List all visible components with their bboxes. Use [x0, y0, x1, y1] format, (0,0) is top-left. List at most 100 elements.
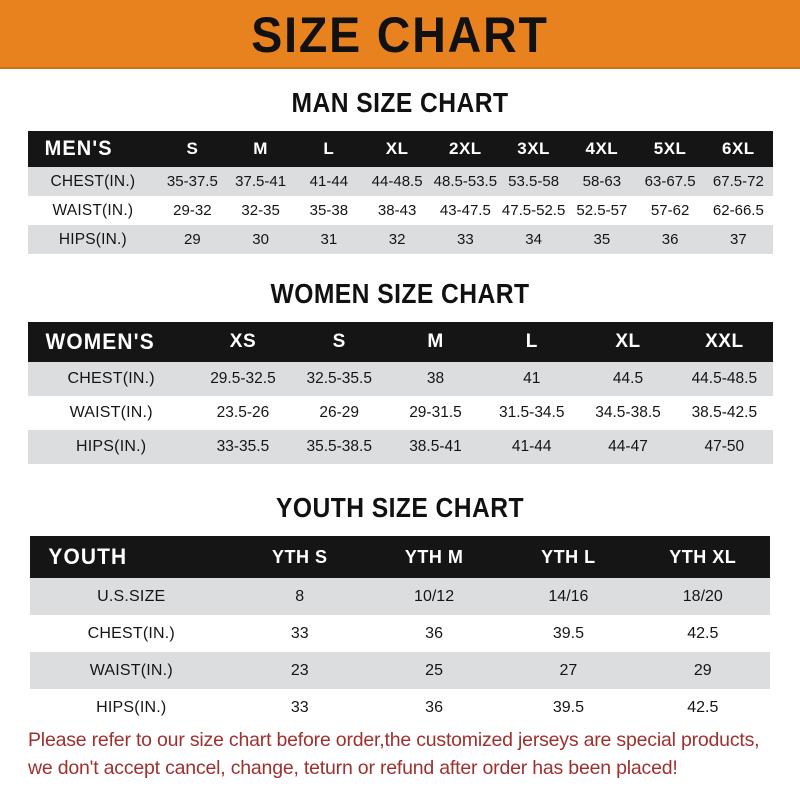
- women-cell: 44.5-48.5: [691, 370, 758, 387]
- man-cell: 35: [593, 231, 611, 248]
- man-cell: 32: [388, 231, 406, 248]
- women-cell: 47-50: [704, 438, 745, 455]
- man-header-row: MEN'S S M L XL 2XL 3XL 4XL 5XL 6XL: [27, 131, 773, 167]
- man-cell: 63-67.5: [644, 173, 696, 190]
- order-policy-note-line-2: we don't accept cancel, change, teturn o…: [28, 757, 678, 780]
- man-cell: 29: [184, 231, 201, 248]
- women-cell: 29-31.5: [409, 404, 462, 421]
- youth-cell: 14/16: [548, 587, 589, 605]
- man-cell: 38-43: [377, 202, 417, 219]
- youth-cell: 42.5: [687, 698, 719, 716]
- youth-cell: 36: [425, 698, 443, 716]
- youth-cell: 10/12: [414, 587, 455, 605]
- youth-cell: 29: [693, 661, 712, 679]
- women-column-header: XL: [615, 331, 641, 352]
- man-table-row: WAIST(IN.) 29-32 32-35 35-38 38-43 43-47.5 47.…: [27, 196, 773, 225]
- youth-row-label: U.S.SIZE: [97, 587, 166, 605]
- youth-table-body: U.S.SIZE 8 10/12 14/16 18/20 CHEST(IN.) 33 36 39…: [30, 578, 770, 726]
- youth-row-label: HIPS(IN.): [96, 698, 167, 716]
- women-cell: 38: [426, 370, 445, 387]
- women-cell: 32.5-35.5: [306, 370, 372, 387]
- man-cell: 47.5-52.5: [501, 202, 566, 219]
- women-table-row: WAIST(IN.) 23.5-26 26-29 29-31.5 31.5-34.5 34…: [27, 396, 773, 430]
- man-cell: 29-32: [173, 202, 212, 219]
- man-size-table: MEN'S S M L XL 2XL 3XL 4XL 5XL 6XL CHEST(IN.) 35-3…: [27, 131, 773, 254]
- women-cell: 34.5-38.5: [595, 404, 661, 421]
- youth-cell: 23: [290, 661, 309, 679]
- women-column-header: XXL: [705, 331, 744, 352]
- women-cell: 38.5-41: [409, 438, 462, 455]
- women-cell: 38.5-42.5: [691, 404, 758, 421]
- man-table-row: CHEST(IN.) 35-37.5 37.5-41 41-44 44-48.5 48.5…: [27, 167, 773, 196]
- man-cell: 57-62: [650, 202, 690, 219]
- youth-cell: 33: [290, 624, 309, 642]
- man-cell: 52.5-57: [576, 202, 628, 219]
- women-column-header: M: [427, 331, 444, 352]
- youth-cell: 39.5: [552, 698, 584, 716]
- page-title: SIZE CHART: [251, 6, 549, 63]
- youth-table-row: CHEST(IN.) 33 36 39.5 42.5: [30, 615, 770, 652]
- man-column-header: 6XL: [722, 139, 755, 158]
- man-cell: 37: [730, 231, 747, 248]
- youth-cell: 39.5: [552, 624, 584, 642]
- youth-table-row: HIPS(IN.) 33 36 39.5 42.5: [30, 689, 770, 726]
- youth-header-row: YOUTH YTH S YTH M YTH L YTH XL: [30, 536, 770, 578]
- women-cell: 33-35.5: [216, 438, 270, 455]
- youth-cell: 42.5: [687, 624, 719, 642]
- man-column-header: 3XL: [517, 139, 550, 158]
- youth-cell: 33: [290, 698, 309, 716]
- youth-cell: 27: [559, 661, 578, 679]
- women-corner-header: WOMEN'S: [44, 329, 155, 354]
- man-cell: 48.5-53.5: [433, 173, 498, 190]
- women-size-table: WOMEN'S XS S M L XL XXL CHEST(IN.) 29.5-32.5 32.…: [27, 322, 773, 464]
- women-row-label: HIPS(IN.): [76, 438, 147, 455]
- man-column-header: 5XL: [653, 139, 687, 158]
- man-cell: 67.5-72: [712, 173, 764, 190]
- women-size-table-wrapper: WOMEN'S XS S M L XL XXL CHEST(IN.) 29.5-32.5 32.…: [27, 322, 773, 464]
- man-table-row: HIPS(IN.) 29 30 31 32 33 34 35 36 37: [27, 225, 773, 254]
- women-column-header: L: [525, 331, 538, 352]
- man-cell: 36: [661, 231, 679, 248]
- man-cell: 31: [320, 231, 338, 248]
- man-cell: 43-47.5: [439, 202, 491, 219]
- women-table-head: WOMEN'S XS S M L XL XXL: [27, 322, 773, 362]
- youth-corner-header: YOUTH: [48, 544, 128, 569]
- youth-size-table: YOUTH YTH S YTH M YTH L YTH XL U.S.SIZE 8 10/1…: [30, 536, 770, 726]
- man-cell: 37.5-41: [235, 173, 287, 190]
- man-size-table-wrapper: MEN'S S M L XL 2XL 3XL 4XL 5XL 6XL CHEST(IN.) 35-3…: [27, 131, 773, 254]
- women-cell: 31.5-34.5: [498, 404, 565, 421]
- man-cell: 44-48.5: [371, 173, 423, 190]
- man-table-head: MEN'S S M L XL 2XL 3XL 4XL 5XL 6XL: [27, 131, 773, 167]
- women-cell: 35.5-38.5: [306, 438, 372, 455]
- man-cell: 35-37.5: [166, 173, 218, 190]
- women-cell: 44-47: [608, 438, 648, 455]
- women-cell: 29.5-32.5: [210, 370, 276, 387]
- women-header-row: WOMEN'S XS S M L XL XXL: [27, 322, 773, 362]
- women-cell: 23.5-26: [216, 404, 270, 421]
- youth-size-table-wrapper: YOUTH YTH S YTH M YTH L YTH XL U.S.SIZE 8 10/1…: [30, 536, 770, 726]
- man-cell: 32-35: [241, 202, 280, 219]
- order-policy-note: Please refer to our size chart before or…: [28, 726, 778, 783]
- man-column-header: M: [253, 139, 268, 158]
- women-row-label: WAIST(IN.): [69, 404, 153, 421]
- man-table-body: CHEST(IN.) 35-37.5 37.5-41 41-44 44-48.5 48.5…: [27, 167, 773, 254]
- man-column-header: 4XL: [585, 139, 619, 158]
- youth-column-header: YTH L: [541, 546, 596, 567]
- youth-cell: 36: [425, 624, 443, 642]
- youth-column-header: YTH S: [271, 546, 328, 567]
- man-section-title: MAN SIZE CHART: [291, 87, 509, 118]
- women-cell: 41-44: [511, 438, 552, 455]
- man-row-label: WAIST(IN.): [52, 201, 134, 219]
- man-row-label: HIPS(IN.): [58, 230, 127, 248]
- man-cell: 34: [525, 231, 542, 248]
- man-cell: 30: [252, 231, 269, 248]
- page-banner: SIZE CHART: [0, 0, 800, 69]
- youth-table-row: WAIST(IN.) 23 25 27 29: [30, 652, 770, 689]
- man-cell: 53.5-58: [508, 173, 560, 190]
- man-cell: 41-44: [309, 173, 349, 190]
- youth-column-header: YTH M: [404, 546, 464, 567]
- youth-row-label: CHEST(IN.): [87, 624, 175, 642]
- women-column-header: S: [332, 331, 346, 352]
- youth-table-head: YOUTH YTH S YTH M YTH L YTH XL: [30, 536, 770, 578]
- women-table-row: CHEST(IN.) 29.5-32.5 32.5-35.5 38 41 44.5 44.5…: [27, 362, 773, 396]
